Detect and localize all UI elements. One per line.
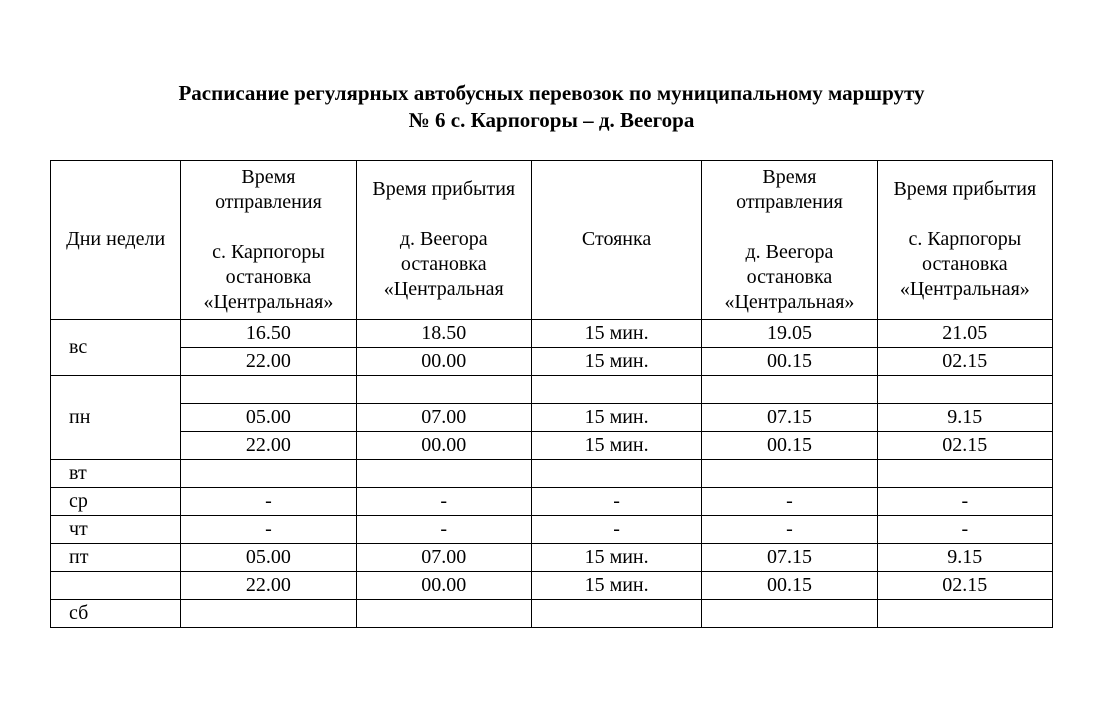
- cell-arrival-2: 21.05: [877, 319, 1052, 347]
- header-days: Дни недели: [51, 160, 181, 319]
- cell-departure-1: 22.00: [181, 571, 356, 599]
- cell-arrival-2: [877, 375, 1052, 403]
- cell-arrival-1: [356, 459, 531, 487]
- cell-arrival-1: 00.00: [356, 431, 531, 459]
- cell-stop: -: [531, 487, 701, 515]
- cell-departure-1: [181, 459, 356, 487]
- table-row: 22.0000.0015 мин.00.1502.15: [51, 571, 1053, 599]
- cell-departure-2: -: [702, 515, 877, 543]
- header-stop: Стоянка: [531, 160, 701, 319]
- cell-arrival-1: [356, 375, 531, 403]
- cell-departure-1: 05.00: [181, 403, 356, 431]
- cell-departure-2: [702, 459, 877, 487]
- cell-departure-1: -: [181, 515, 356, 543]
- cell-departure-1: 05.00: [181, 543, 356, 571]
- schedule-document: Расписание регулярных автобусных перевоз…: [0, 0, 1103, 668]
- cell-arrival-1: 18.50: [356, 319, 531, 347]
- table-row: вс16.5018.5015 мин.19.0521.05: [51, 319, 1053, 347]
- cell-stop: 15 мин.: [531, 319, 701, 347]
- cell-day: пт: [51, 543, 181, 571]
- cell-departure-1: 22.00: [181, 431, 356, 459]
- table-row: сб: [51, 599, 1053, 627]
- cell-stop: 15 мин.: [531, 543, 701, 571]
- table-row: ср-----: [51, 487, 1053, 515]
- title-line-2: № 6 с. Карпогоры – д. Веегора: [409, 108, 695, 132]
- table-row: 05.0007.0015 мин.07.159.15: [51, 403, 1053, 431]
- table-row: пн: [51, 375, 1053, 403]
- table-row: 22.0000.0015 мин.00.1502.15: [51, 431, 1053, 459]
- table-row: вт: [51, 459, 1053, 487]
- cell-departure-2: 00.15: [702, 347, 877, 375]
- cell-arrival-2: -: [877, 487, 1052, 515]
- table-row: пт05.0007.0015 мин.07.159.15: [51, 543, 1053, 571]
- cell-departure-2: [702, 599, 877, 627]
- cell-stop: 15 мин.: [531, 571, 701, 599]
- cell-arrival-1: 00.00: [356, 347, 531, 375]
- header-departure-1: Время отправления с. Карпогоры остановка…: [181, 160, 356, 319]
- cell-day: [51, 571, 181, 599]
- cell-stop: 15 мин.: [531, 403, 701, 431]
- cell-stop: [531, 459, 701, 487]
- cell-departure-2: 07.15: [702, 543, 877, 571]
- cell-arrival-1: 07.00: [356, 543, 531, 571]
- cell-arrival-2: 02.15: [877, 347, 1052, 375]
- header-arrival-2: Время прибытия с. Карпогоры остановка «Ц…: [877, 160, 1052, 319]
- cell-departure-2: 00.15: [702, 571, 877, 599]
- schedule-table: Дни недели Время отправления с. Карпогор…: [50, 160, 1053, 628]
- cell-arrival-1: [356, 599, 531, 627]
- cell-arrival-2: [877, 459, 1052, 487]
- cell-departure-1: -: [181, 487, 356, 515]
- cell-departure-1: 22.00: [181, 347, 356, 375]
- header-row: Дни недели Время отправления с. Карпогор…: [51, 160, 1053, 319]
- header-arrival-1: Время прибытия д. Веегора остановка «Цен…: [356, 160, 531, 319]
- cell-day: вс: [51, 319, 181, 375]
- cell-stop: -: [531, 515, 701, 543]
- cell-stop: 15 мин.: [531, 347, 701, 375]
- cell-departure-2: [702, 375, 877, 403]
- cell-departure-2: 19.05: [702, 319, 877, 347]
- table-row: чт-----: [51, 515, 1053, 543]
- cell-arrival-2: 9.15: [877, 543, 1052, 571]
- cell-departure-2: 07.15: [702, 403, 877, 431]
- cell-arrival-1: 00.00: [356, 571, 531, 599]
- cell-arrival-1: -: [356, 487, 531, 515]
- cell-departure-2: 00.15: [702, 431, 877, 459]
- cell-stop: [531, 375, 701, 403]
- title-line-1: Расписание регулярных автобусных перевоз…: [178, 81, 924, 105]
- cell-departure-1: [181, 599, 356, 627]
- table-row: 22.0000.0015 мин.00.1502.15: [51, 347, 1053, 375]
- header-departure-2: Время отправления д. Веегора остановка «…: [702, 160, 877, 319]
- cell-day: сб: [51, 599, 181, 627]
- cell-departure-2: -: [702, 487, 877, 515]
- cell-departure-1: 16.50: [181, 319, 356, 347]
- cell-day: чт: [51, 515, 181, 543]
- document-title: Расписание регулярных автобусных перевоз…: [50, 80, 1053, 135]
- cell-arrival-2: [877, 599, 1052, 627]
- cell-departure-1: [181, 375, 356, 403]
- cell-arrival-2: 02.15: [877, 431, 1052, 459]
- cell-arrival-2: 02.15: [877, 571, 1052, 599]
- cell-day: ср: [51, 487, 181, 515]
- cell-day: вт: [51, 459, 181, 487]
- cell-arrival-1: -: [356, 515, 531, 543]
- cell-stop: [531, 599, 701, 627]
- cell-day: пн: [51, 375, 181, 459]
- cell-arrival-2: 9.15: [877, 403, 1052, 431]
- schedule-body: вс16.5018.5015 мин.19.0521.0522.0000.001…: [51, 319, 1053, 627]
- cell-arrival-2: -: [877, 515, 1052, 543]
- cell-arrival-1: 07.00: [356, 403, 531, 431]
- cell-stop: 15 мин.: [531, 431, 701, 459]
